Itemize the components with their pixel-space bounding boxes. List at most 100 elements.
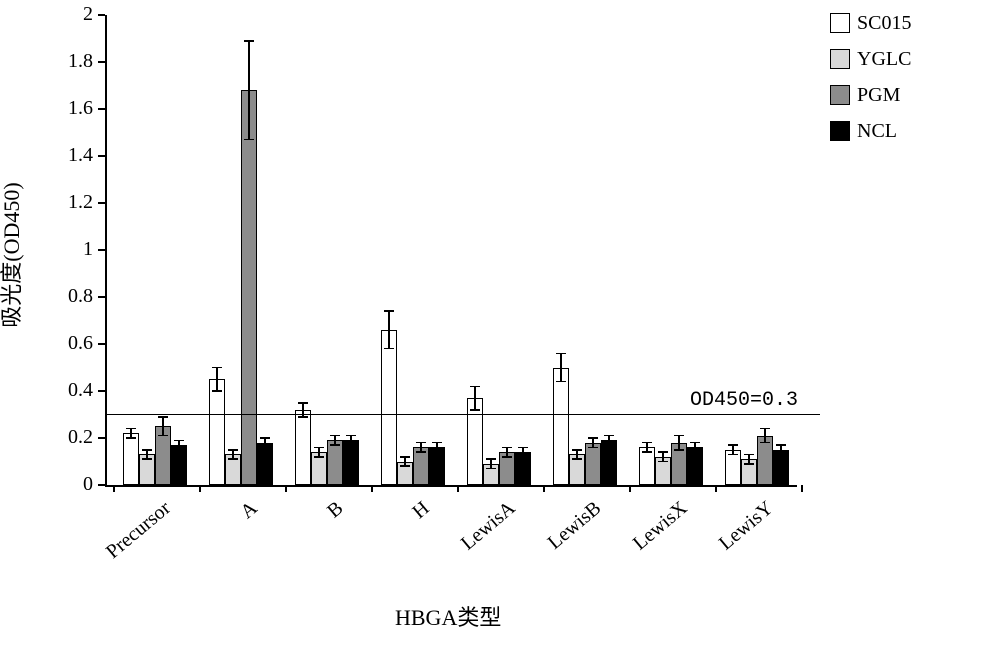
- y-tick: [98, 14, 105, 16]
- legend-swatch: [830, 13, 850, 33]
- y-tick-label: 1.8: [53, 50, 93, 73]
- x-tick: [801, 485, 803, 492]
- errorbar-cap: [126, 428, 136, 430]
- y-tick: [98, 390, 105, 392]
- x-category-label: LewisY: [715, 497, 778, 555]
- errorbar-stem: [764, 429, 766, 443]
- x-category-label: LewisX: [629, 497, 692, 555]
- errorbar-cap: [658, 451, 668, 453]
- errorbar-cap: [212, 390, 222, 392]
- errorbar-cap: [556, 353, 566, 355]
- errorbar-cap: [298, 416, 308, 418]
- legend-label: PGM: [857, 84, 900, 107]
- errorbar-cap: [776, 444, 786, 446]
- y-tick-label: 0.8: [53, 285, 93, 308]
- x-tick: [199, 485, 201, 492]
- legend-label: YGLC: [857, 48, 911, 71]
- bar: [171, 445, 187, 485]
- errorbar-cap: [244, 40, 254, 42]
- errorbar-cap: [658, 461, 668, 463]
- errorbar-cap: [744, 463, 754, 465]
- errorbar-cap: [642, 442, 652, 444]
- x-tick: [371, 485, 373, 492]
- errorbar-cap: [690, 451, 700, 453]
- errorbar-stem: [560, 353, 562, 381]
- errorbar-cap: [728, 444, 738, 446]
- y-tick-label: 0.4: [53, 379, 93, 402]
- errorbar-cap: [486, 468, 496, 470]
- errorbar-cap: [126, 437, 136, 439]
- legend-swatch: [830, 121, 850, 141]
- y-tick-label: 1.4: [53, 144, 93, 167]
- errorbar-cap: [470, 409, 480, 411]
- errorbar-cap: [174, 449, 184, 451]
- y-tick: [98, 343, 105, 345]
- y-tick: [98, 437, 105, 439]
- legend-swatch: [830, 49, 850, 69]
- errorbar-cap: [604, 435, 614, 437]
- errorbar-cap: [260, 437, 270, 439]
- errorbar-cap: [330, 435, 340, 437]
- x-category-label: H: [408, 497, 434, 524]
- x-category-label: LewisB: [544, 497, 606, 555]
- y-tick: [98, 296, 105, 298]
- errorbar-stem: [216, 368, 218, 392]
- errorbar-cap: [314, 447, 324, 449]
- errorbar-cap: [416, 442, 426, 444]
- errorbar-cap: [260, 447, 270, 449]
- y-tick-label: 2: [53, 3, 93, 26]
- errorbar-cap: [556, 381, 566, 383]
- legend-item: SC015: [830, 12, 911, 34]
- legend: SC015 YGLC PGM NCL: [830, 12, 911, 156]
- errorbar-cap: [158, 416, 168, 418]
- errorbar-cap: [244, 139, 254, 141]
- x-tick: [543, 485, 545, 492]
- errorbar-cap: [744, 454, 754, 456]
- errorbar-cap: [502, 456, 512, 458]
- errorbar-cap: [174, 440, 184, 442]
- x-category-label: Precursor: [102, 497, 175, 564]
- errorbar-cap: [674, 435, 684, 437]
- bar: [241, 90, 257, 485]
- errorbar-cap: [502, 447, 512, 449]
- x-tick: [457, 485, 459, 492]
- errorbar-stem: [474, 386, 476, 410]
- x-tick: [285, 485, 287, 492]
- errorbar-cap: [228, 458, 238, 460]
- bar: [343, 440, 359, 485]
- bar: [639, 447, 655, 485]
- bar: [601, 440, 617, 485]
- errorbar-cap: [760, 428, 770, 430]
- y-tick: [98, 108, 105, 110]
- y-tick-label: 0.2: [53, 426, 93, 449]
- errorbar-cap: [400, 465, 410, 467]
- y-tick: [98, 155, 105, 157]
- legend-label: SC015: [857, 12, 911, 35]
- x-tick: [715, 485, 717, 492]
- bar: [123, 433, 139, 485]
- errorbar-cap: [330, 444, 340, 446]
- errorbar-cap: [142, 449, 152, 451]
- bar: [687, 447, 703, 485]
- bar: [327, 440, 343, 485]
- bar: [381, 330, 397, 485]
- x-category-label: B: [323, 497, 348, 523]
- y-tick-label: 0.6: [53, 332, 93, 355]
- x-category-label: A: [236, 497, 262, 524]
- errorbar-cap: [518, 447, 528, 449]
- errorbar-cap: [588, 437, 598, 439]
- errorbar-cap: [604, 444, 614, 446]
- y-tick-label: 1: [53, 238, 93, 261]
- y-tick-label: 0: [53, 473, 93, 496]
- errorbar-cap: [416, 451, 426, 453]
- bar: [429, 447, 445, 485]
- bar: [209, 379, 225, 485]
- y-tick: [98, 61, 105, 63]
- legend-item: NCL: [830, 120, 911, 142]
- errorbar-cap: [518, 456, 528, 458]
- errorbar-cap: [384, 310, 394, 312]
- y-axis-label: 吸光度(OD450): [0, 155, 26, 355]
- x-category-label: LewisA: [457, 497, 520, 555]
- bar: [585, 443, 601, 485]
- legend-item: YGLC: [830, 48, 911, 70]
